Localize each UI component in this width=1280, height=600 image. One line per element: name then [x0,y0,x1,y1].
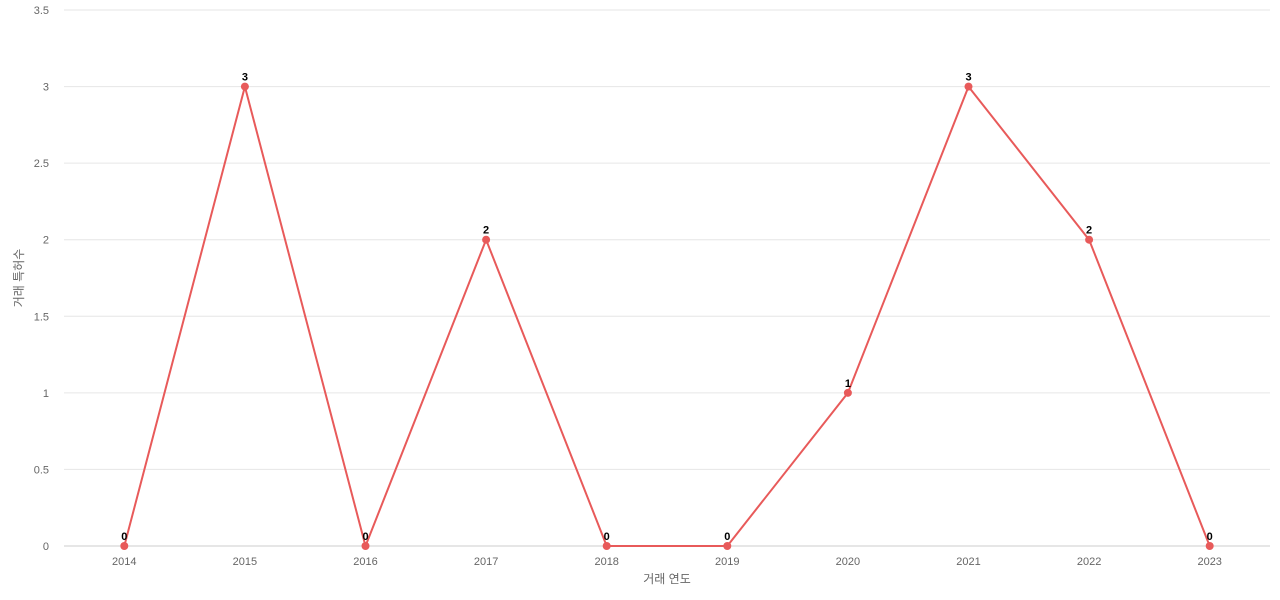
x-tick-label: 2015 [233,556,257,568]
data-point [361,542,370,550]
data-point [240,82,249,91]
x-tick-label: 2020 [836,556,860,568]
y-tick-label: 1.5 [34,311,49,323]
data-label: 0 [1207,531,1213,543]
y-tick-label: 2.5 [34,158,49,170]
data-label: 0 [362,531,368,543]
y-tick-label: 0 [43,541,49,553]
x-tick-label: 2023 [1197,556,1221,568]
series [123,85,1211,547]
data-label: 3 [242,72,248,84]
y-tick-label: 1 [43,388,49,400]
x-tick-label: 2022 [1077,556,1101,568]
x-tick-label: 2014 [112,556,136,568]
data-point [964,82,973,91]
data-label: 1 [845,378,851,390]
data-label: 0 [121,531,127,543]
x-tick-label: 2018 [594,556,618,568]
data-label: 2 [1086,225,1092,237]
data-label: 2 [483,225,489,237]
data-label: 3 [965,72,971,84]
y-axis-title: 거래 특허수 [12,249,26,308]
series-line [123,85,1211,547]
y-tick-label: 3 [43,82,49,94]
y-tick-label: 3.5 [34,5,49,17]
y-tick-labels: 0 0.5 1 1.5 2 2.5 3 3.5 [34,5,49,553]
data-point [1085,235,1094,244]
y-tick-label: 2 [43,235,49,247]
data-point [1205,542,1214,550]
data-points [120,82,1214,550]
data-point [120,542,129,550]
x-tick-labels: 2014 2015 2016 2017 2018 2019 2020 2021 2022 2023 [112,556,1222,568]
data-point [723,542,732,550]
x-tick-label: 2017 [474,556,498,568]
y-tick-label: 0.5 [34,464,49,476]
x-tick-label: 2021 [956,556,980,568]
data-point [602,542,611,550]
x-tick-label: 2016 [353,556,377,568]
data-point [843,388,852,397]
x-tick-label: 2019 [715,556,739,568]
data-point [482,235,491,244]
data-labels: 0 3 0 2 0 0 1 3 2 0 [121,72,1213,543]
x-axis-title: 거래 연도 [643,572,691,586]
data-label: 0 [604,531,610,543]
data-label: 0 [724,531,730,543]
